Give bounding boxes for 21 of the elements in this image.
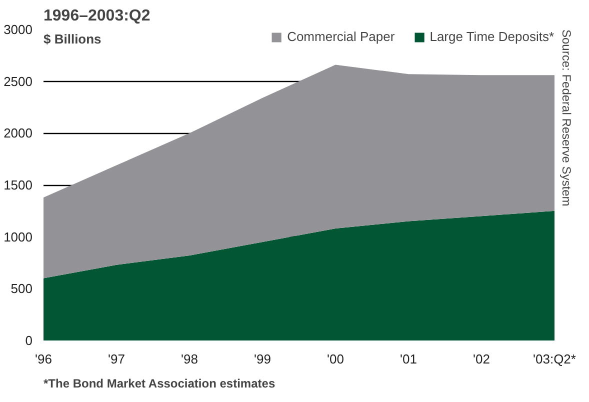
y-axis-title: $ Billions — [44, 32, 102, 46]
x-tick-label: '96 — [35, 352, 52, 366]
chart-title: 1996–2003:Q2 — [44, 8, 150, 24]
source-note: Source: Federal Reserve System — [560, 30, 574, 206]
text: *The Bond Market Association estimates — [44, 376, 276, 390]
x-tick-label: '00 — [327, 352, 344, 366]
x-tick-label: '02 — [473, 352, 490, 366]
x-tick-label: '99 — [254, 352, 271, 366]
y-tick-label: 3000 — [4, 22, 32, 37]
y-tick-label: 500 — [10, 281, 33, 296]
x-tick-label: '03:Q2* — [533, 352, 576, 366]
y-tick-label: 0 — [25, 333, 33, 348]
y-tick-label: 1500 — [4, 178, 32, 192]
x-tick-label: '98 — [181, 352, 198, 366]
y-tick-label: 2500 — [4, 74, 32, 89]
y-tick-label: 1000 — [4, 229, 32, 244]
legend-label: Large Time Deposits* — [430, 29, 554, 44]
x-tick-label: '97 — [108, 352, 125, 366]
legend-label: Commercial Paper — [287, 29, 395, 44]
x-tick-label: '01 — [400, 352, 417, 366]
y-tick-label: 2000 — [4, 126, 32, 141]
